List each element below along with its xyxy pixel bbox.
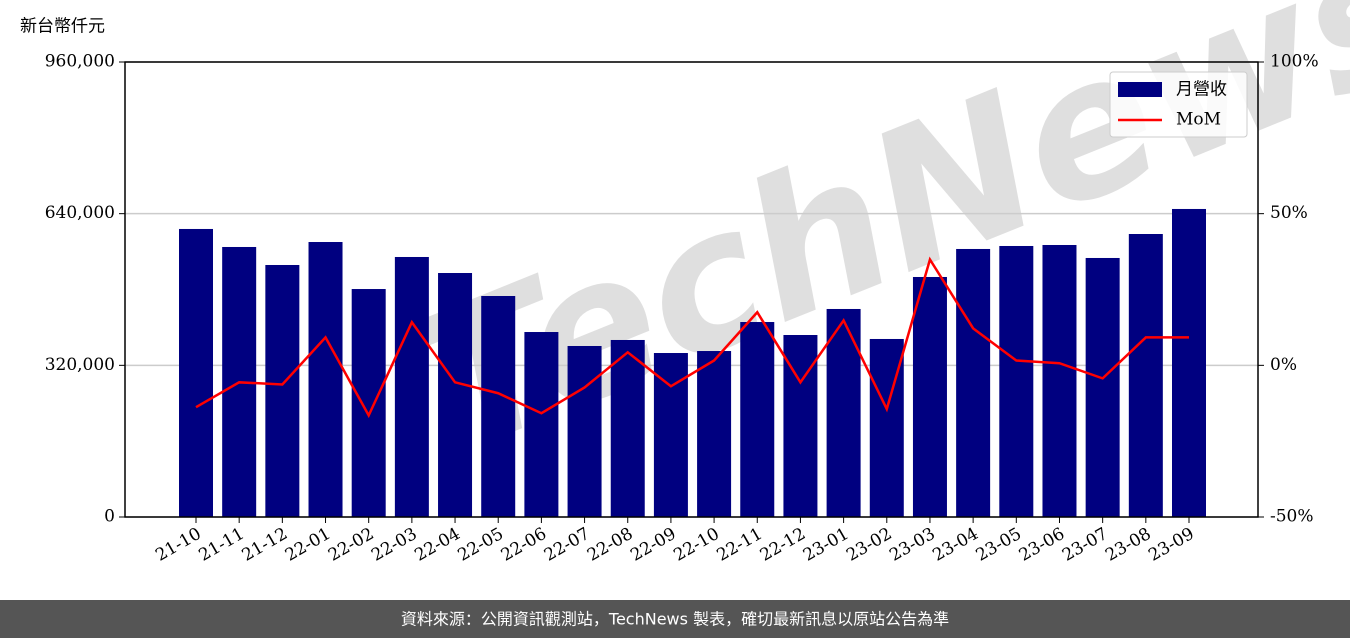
- legend-label: MoM: [1176, 110, 1221, 130]
- bar: [610, 339, 645, 517]
- bar: [1128, 233, 1163, 517]
- plot-frame: [124, 61, 1259, 518]
- bar: [697, 351, 732, 517]
- x-tick-label: 22-05: [455, 524, 507, 566]
- line: [195, 256, 1189, 419]
- bar: [912, 276, 947, 517]
- x-tick-label: 22-12: [757, 524, 809, 566]
- bar: [351, 289, 386, 517]
- bar: [1172, 208, 1206, 517]
- y-tick-label: 0: [104, 507, 115, 527]
- x-tick-label: 22-02: [325, 524, 377, 566]
- x-tick-label: 22-10: [670, 524, 722, 566]
- y-tick-label: 640,000: [45, 203, 115, 223]
- bar: [567, 345, 602, 517]
- bar: [956, 248, 991, 517]
- x-tick-label: 23-06: [1016, 524, 1068, 566]
- x-tick-label: 22-07: [541, 524, 593, 566]
- y2-tick-label: 100%: [1270, 52, 1319, 72]
- bar: [1085, 257, 1120, 517]
- x-tick-label: 23-01: [800, 524, 852, 566]
- x-tick-label: 23-04: [929, 524, 981, 566]
- x-tick-label: 22-09: [627, 524, 679, 566]
- y2-tick-label: 50%: [1270, 203, 1308, 223]
- x-tick-label: 21-10: [152, 524, 204, 566]
- y-tick-label: 960,000: [45, 52, 115, 72]
- bar: [438, 273, 473, 517]
- x-tick-label: 23-02: [843, 524, 895, 566]
- x-tick-label: 23-07: [1059, 524, 1111, 566]
- bar: [265, 264, 300, 517]
- x-tick-label: 21-11: [195, 524, 247, 566]
- x-tick-label: 22-06: [498, 524, 550, 566]
- legend-swatch: [1118, 82, 1162, 97]
- x-tick-label: 22-11: [714, 524, 766, 566]
- x-tick-label: 23-05: [973, 524, 1025, 566]
- y2-tick-label: 0%: [1270, 355, 1297, 375]
- x-tick-label: 22-08: [584, 524, 636, 566]
- footer: 資料來源：公開資訊觀測站，TechNews 製表，確切最新訊息以原站公告為準: [401, 610, 949, 629]
- bar: [179, 228, 213, 517]
- bar: [308, 242, 343, 517]
- x-tick-label: 22-03: [368, 524, 420, 566]
- bar: [481, 295, 516, 517]
- x-tick-label: 23-09: [1145, 524, 1197, 566]
- legend-label: 月營收: [1176, 80, 1227, 100]
- y-axis-label: 新台幣仟元: [20, 17, 105, 37]
- bar: [740, 322, 775, 517]
- y-tick-label: 320,000: [45, 355, 115, 375]
- bar: [999, 245, 1034, 517]
- y2-tick-label: -50%: [1270, 507, 1314, 527]
- x-tick-label: 22-01: [282, 524, 334, 566]
- x-tick-label: 22-04: [411, 524, 463, 566]
- bar: [524, 332, 559, 517]
- x-tick-label: 23-03: [886, 524, 938, 566]
- x-tick-label: 23-08: [1102, 524, 1154, 566]
- footer-bar: [0, 600, 1350, 638]
- bar: [1042, 244, 1077, 518]
- bar: [826, 308, 861, 517]
- x-tick-label: 21-12: [239, 524, 291, 566]
- bar: [394, 256, 429, 517]
